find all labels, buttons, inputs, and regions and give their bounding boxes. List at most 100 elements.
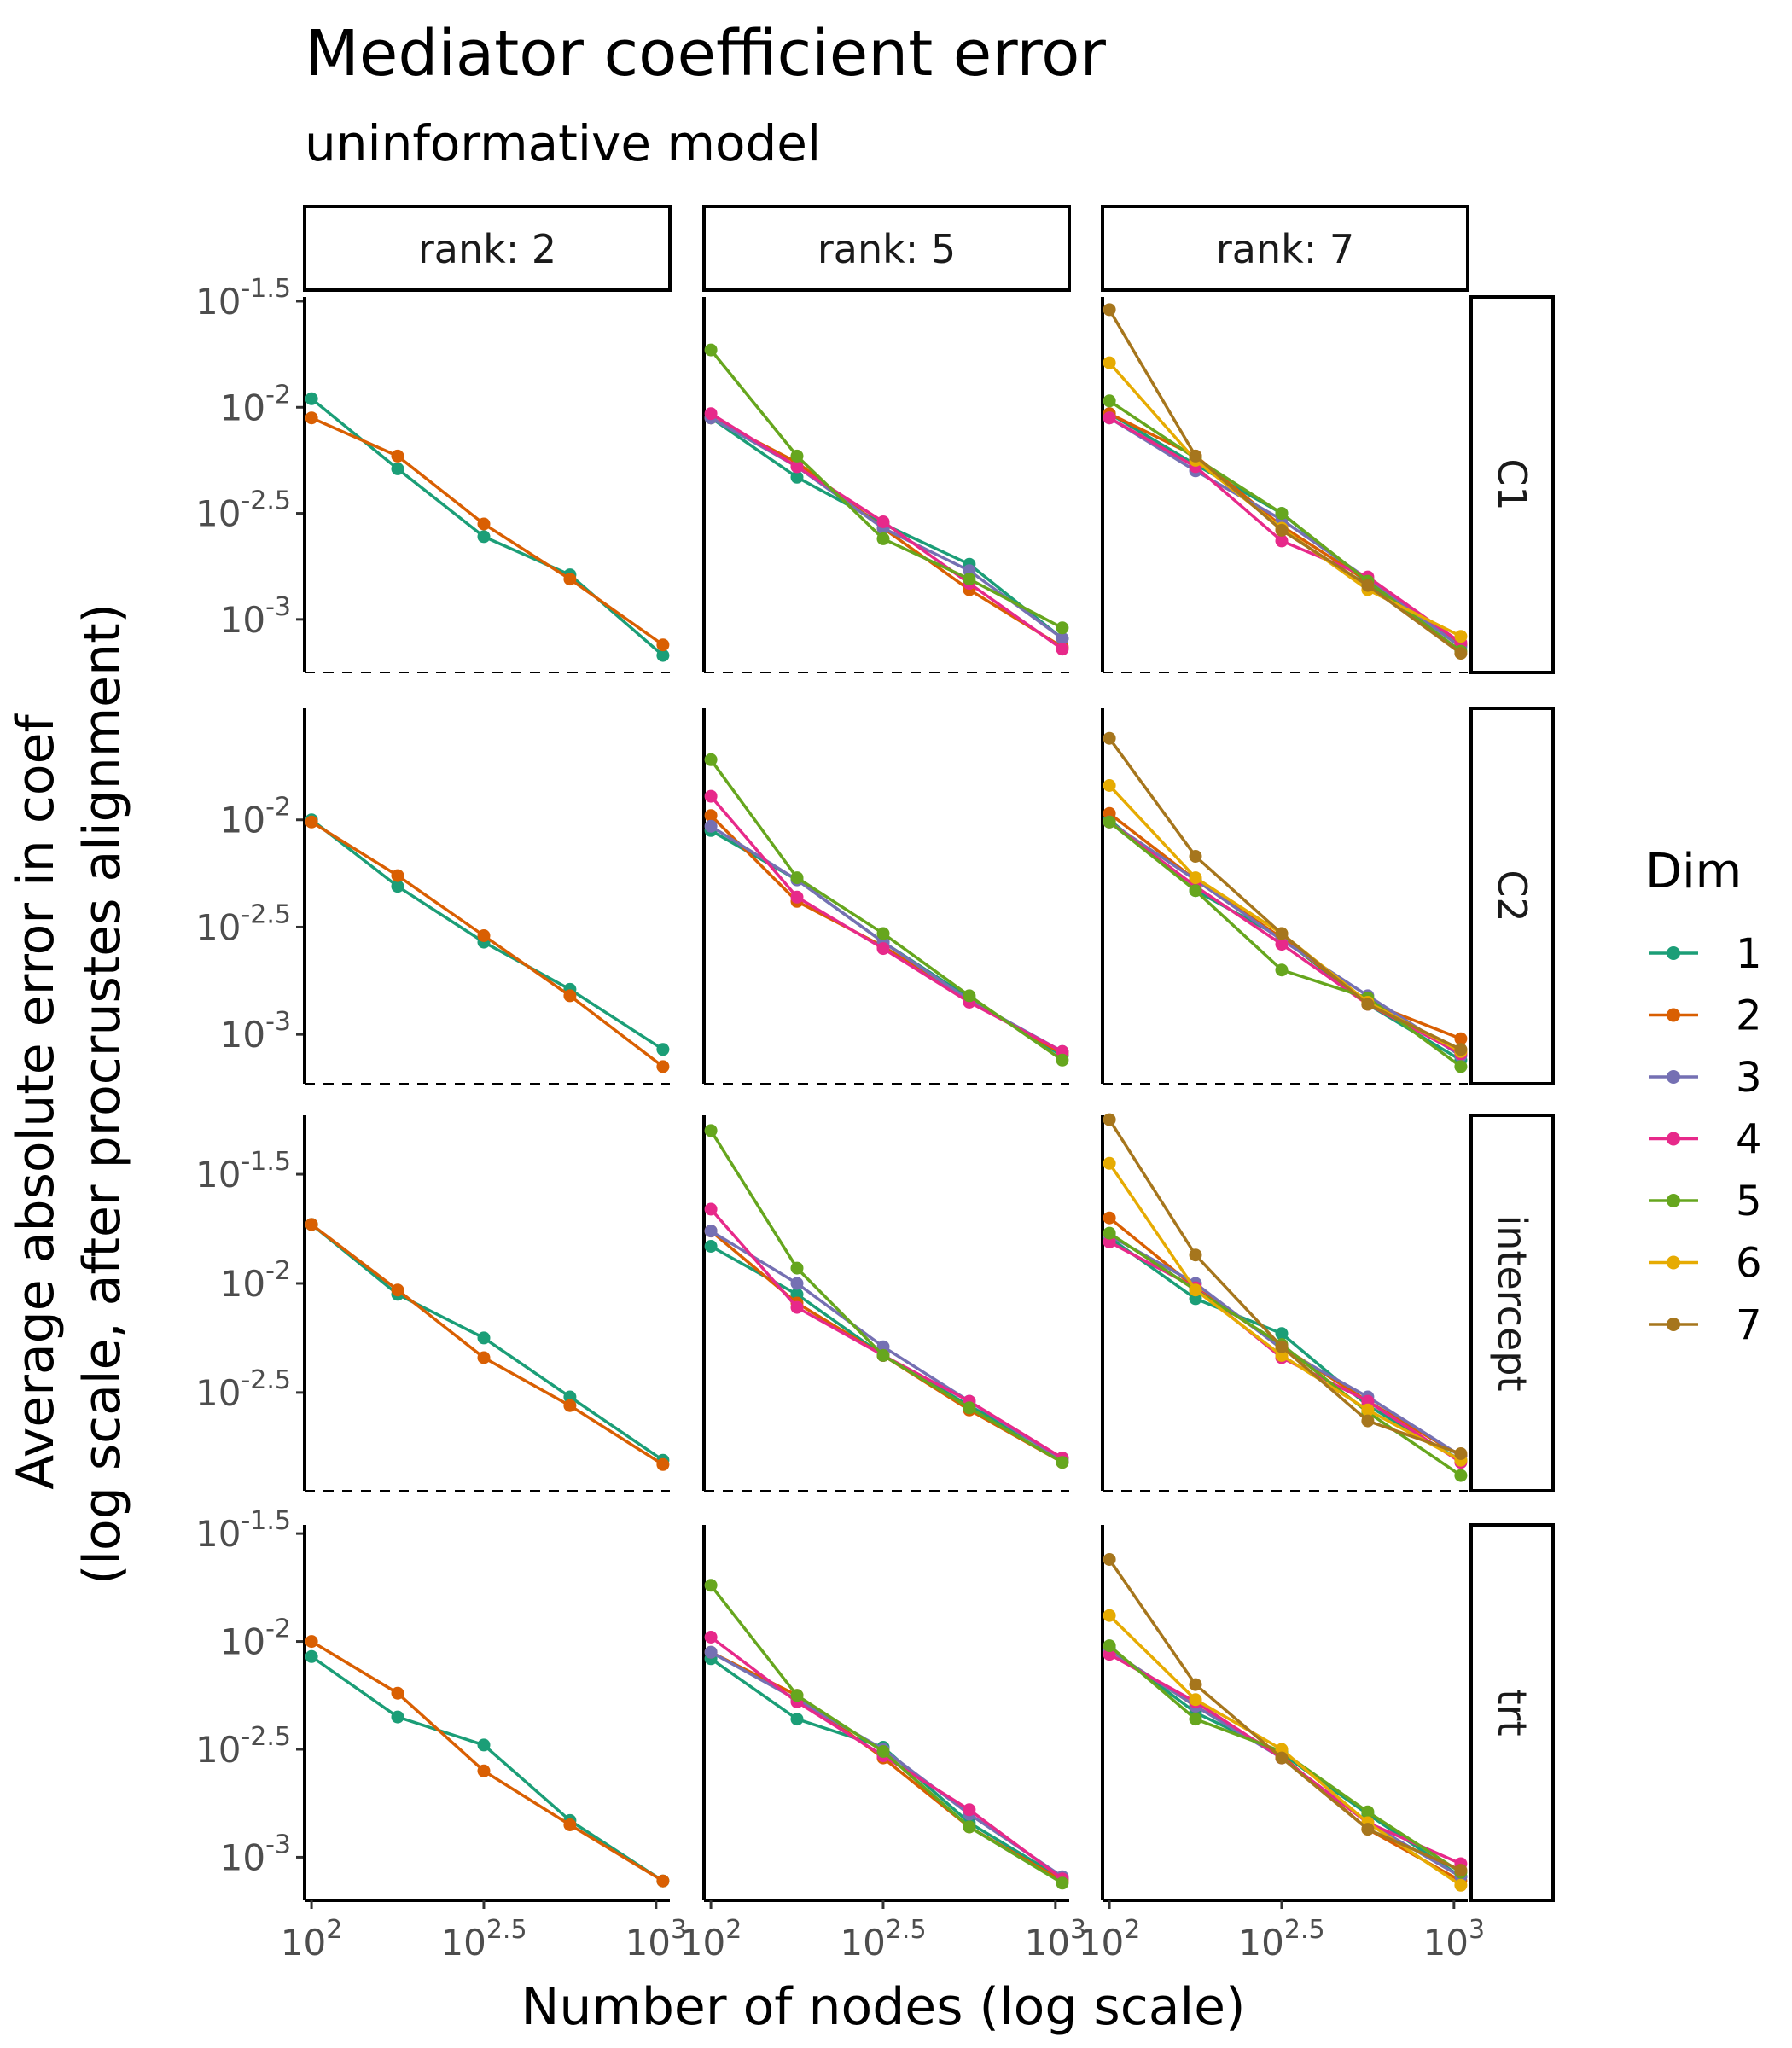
data-point <box>656 1060 670 1073</box>
legend-item-label: 6 <box>1736 1240 1762 1288</box>
data-point <box>963 573 976 586</box>
data-point <box>1454 1447 1468 1460</box>
series-line <box>709 759 1063 1062</box>
y-tick-label: 10-2.5 <box>195 1365 291 1414</box>
data-point <box>1103 731 1116 745</box>
data-point <box>704 789 718 803</box>
y-axis-label-line2: (log scale, after procrustes alignment) <box>73 603 132 1585</box>
data-point <box>477 1764 491 1777</box>
data-point <box>704 1240 718 1253</box>
data-point <box>1454 1864 1468 1877</box>
chart-title: Mediator coefficient error <box>305 17 1106 90</box>
data-point <box>305 392 318 405</box>
facet-panels: rank: 2 rank: 5 rank: 7 C1 10-1.5 10-2 10-2.5 1… <box>195 205 1555 1964</box>
legend-key-point <box>1667 1255 1680 1270</box>
legend-item-label: 3 <box>1736 1054 1762 1102</box>
data-point <box>1103 779 1116 792</box>
y-tick-label: 10-2.5 <box>195 899 291 948</box>
data-point <box>1103 815 1116 829</box>
data-point <box>704 1579 718 1592</box>
x-tick-label: 102.5 <box>840 1915 926 1964</box>
data-point <box>1103 394 1116 408</box>
data-point <box>391 1686 404 1700</box>
series-line <box>710 1657 1063 1881</box>
data-point <box>876 942 890 956</box>
data-point <box>1361 579 1375 592</box>
data-point <box>1056 1053 1069 1067</box>
data-point <box>790 1261 804 1275</box>
data-point <box>1056 621 1069 635</box>
data-point <box>876 532 890 545</box>
series-line <box>1108 812 1462 1040</box>
legend: Dim 1 2 3 4 5 6 7 <box>1645 844 1762 1349</box>
y-tick-label: 10-2.5 <box>195 486 291 535</box>
data-point <box>876 927 890 940</box>
legend-item-label: 7 <box>1736 1301 1762 1349</box>
data-point <box>1275 938 1289 951</box>
legend-item-label: 2 <box>1736 992 1762 1040</box>
y-tick-label: 10-2.5 <box>195 1722 291 1771</box>
data-point <box>1189 449 1202 463</box>
series-line <box>710 1650 1063 1878</box>
facet-strip-row <box>1469 1523 1555 1902</box>
data-point <box>1361 1414 1375 1428</box>
y-tick-label: 10-2 <box>220 793 291 841</box>
x-tick-label: 103 <box>1025 1915 1087 1964</box>
data-point <box>790 449 804 463</box>
legend-title: Dim <box>1645 844 1742 899</box>
data-point <box>704 1631 718 1644</box>
data-point <box>1103 1553 1116 1566</box>
y-tick-label: 10-1.5 <box>195 274 291 323</box>
data-point <box>1056 631 1069 645</box>
data-point <box>704 1202 718 1216</box>
data-point <box>305 1649 318 1663</box>
data-point <box>1454 1032 1468 1045</box>
facet-strip-row-label: C1 <box>1489 458 1535 510</box>
facet-strip-column-label: rank: 7 <box>1216 226 1354 272</box>
y-tick-label: 10-2 <box>220 1256 291 1305</box>
data-point <box>704 1124 718 1137</box>
x-tick-label: 102 <box>1079 1915 1141 1964</box>
facet-strip-column <box>702 205 1071 292</box>
data-point <box>1056 1876 1069 1890</box>
data-point <box>1103 1235 1116 1248</box>
series-line <box>311 1223 664 1466</box>
data-point <box>563 1399 577 1412</box>
legend-key-point <box>1667 1070 1680 1084</box>
series-line <box>709 1207 1063 1460</box>
data-point <box>1275 1751 1289 1765</box>
data-point <box>656 1457 670 1471</box>
data-point <box>876 1745 890 1758</box>
y-tick-label: 10-3 <box>220 592 291 641</box>
data-point <box>1189 1678 1202 1691</box>
series-line <box>1108 737 1462 1051</box>
data-point <box>477 1331 491 1345</box>
data-point <box>1189 1248 1202 1262</box>
series-line <box>1108 1119 1462 1456</box>
series-line <box>1108 309 1462 655</box>
data-point <box>1454 1043 1468 1056</box>
data-point <box>704 407 718 421</box>
facet-strip-row-label: C2 <box>1489 870 1535 922</box>
data-point <box>1103 1609 1116 1622</box>
data-point <box>704 809 718 823</box>
series-line <box>1108 784 1462 1053</box>
data-point <box>1454 1878 1468 1892</box>
data-point <box>1275 534 1289 548</box>
data-point <box>391 1283 404 1297</box>
data-point <box>963 989 976 1003</box>
data-point <box>963 1803 976 1817</box>
facet-strip-row-label: trt <box>1489 1690 1535 1737</box>
data-point <box>1361 1823 1375 1836</box>
data-point <box>1275 927 1289 940</box>
data-point <box>1189 871 1202 885</box>
legend-key-point <box>1667 1194 1680 1207</box>
y-tick-label: 10-1.5 <box>195 1147 291 1196</box>
data-point <box>477 929 491 942</box>
series-line <box>1108 1162 1462 1462</box>
data-point <box>1103 411 1116 425</box>
data-point <box>1103 1226 1116 1240</box>
data-point <box>1454 1469 1468 1482</box>
y-axis-label-line1: Average absolute error in coef <box>6 713 66 1490</box>
